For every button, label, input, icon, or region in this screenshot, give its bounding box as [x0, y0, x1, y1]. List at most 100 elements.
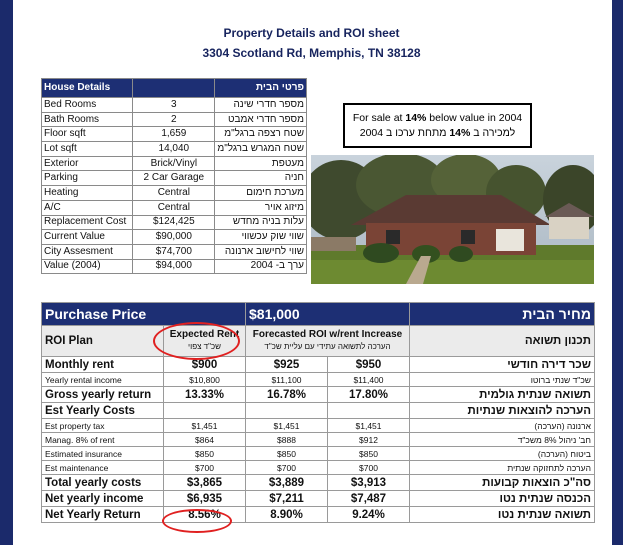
- house-details-label: Bath Rooms: [40, 111, 134, 128]
- house-details-row: Exterior Brick/Vinyl מעטפת: [40, 155, 307, 172]
- house-details-value: $94,000: [132, 258, 216, 275]
- house-details-he: מיזוג אויר: [214, 199, 307, 216]
- house-details-label: Floor sqft: [40, 126, 134, 143]
- roi-v1: 8.56%: [163, 506, 246, 523]
- roi-he: ארנונה (הערכה): [409, 418, 595, 433]
- left-border: [0, 0, 13, 545]
- roi-label: Est maintenance: [41, 460, 164, 475]
- roi-label: Total yearly costs: [41, 474, 164, 491]
- house-details-he: מספר חדרי אמבט: [214, 111, 307, 128]
- roi-v2: $7,211: [245, 490, 328, 507]
- roi-row: Total yearly costs $3,865 $3,889 $3,913 סה"כ…: [41, 474, 595, 491]
- for-sale-box: For sale at 14% below value in 2004 למכי…: [343, 103, 532, 148]
- house-details-row: Heating Central מערכת חימום: [40, 185, 307, 201]
- roi-he: תשואה שנתית גולמית: [409, 386, 595, 403]
- roi-label: Gross yearly return: [41, 386, 164, 403]
- forecast-he: הערכה לתשואה עתידי עם עליית שכ"ד: [264, 342, 391, 351]
- house-details-row: Floor sqft 1,659 שטח רצפה ברגל"מ: [40, 126, 307, 143]
- house-details-row: Replacement Cost $124,425 עלות בניה מחדש: [40, 214, 307, 231]
- roi-v3: [327, 402, 410, 419]
- house-details-label: Lot sqft: [40, 141, 134, 157]
- roi-he: תשואה שנתית נטו: [409, 506, 595, 523]
- roi-he: הכנסה שנתית נטו: [409, 490, 595, 507]
- roi-label: Net yearly income: [41, 490, 164, 507]
- house-details-value: $124,425: [132, 214, 216, 231]
- roi-v1: $10,800: [163, 372, 246, 387]
- house-details-he: מערכת חימום: [214, 185, 307, 201]
- house-details-he: שטח רצפה ברגל"מ: [214, 126, 307, 143]
- roi-row: Est property tax $1,451 $1,451 $1,451 ארנונה…: [41, 418, 595, 433]
- house-photo: [311, 155, 594, 284]
- house-details-value: 3: [132, 97, 216, 113]
- roi-he: ביטוח (הערכה): [409, 446, 595, 461]
- roi-label: Manag. 8% of rent: [41, 432, 164, 447]
- roi-he: חב' ניהול 8% משכ"ד: [409, 432, 595, 447]
- roi-v3: 17.80%: [327, 386, 410, 403]
- purchase-price-label: Purchase Price: [41, 302, 246, 326]
- house-details-label: Parking: [40, 170, 134, 187]
- roi-label: Monthly rent: [41, 356, 164, 373]
- house-details-row: City Assesment $74,700 שווי לחישוב ארנונה: [40, 243, 307, 260]
- roi-v3: $700: [327, 460, 410, 475]
- purchase-price-label-he: מחיר הבית: [409, 302, 595, 326]
- roi-label: Estimated insurance: [41, 446, 164, 461]
- roi-he: שכר דירה חודשי: [409, 356, 595, 373]
- house-details-value: $74,700: [132, 243, 216, 260]
- roi-row: Est maintenance $700 $700 $700 הערכה לתחזוקה…: [41, 460, 595, 475]
- roi-v3: $11,400: [327, 372, 410, 387]
- house-details-label: Value (2004): [40, 258, 134, 275]
- right-border: [612, 0, 623, 545]
- for-sale-en-post: below value in 2004: [426, 112, 523, 124]
- roi-v1: $850: [163, 446, 246, 461]
- house-details-header-spacer: [132, 78, 216, 98]
- roi-v3: $3,913: [327, 474, 410, 491]
- house-details-label: Replacement Cost: [40, 214, 134, 231]
- purchase-table: Purchase Price $81,000 מחיר הבית ROI Pla…: [41, 302, 595, 523]
- house-details-header-en: House Details: [40, 78, 134, 98]
- roi-v2: $11,100: [245, 372, 328, 387]
- roi-v2: 16.78%: [245, 386, 328, 403]
- house-details-label: Heating: [40, 185, 134, 201]
- roi-row: Yearly rental income $10,800 $11,100 $11,40…: [41, 372, 595, 387]
- roi-label: Est property tax: [41, 418, 164, 433]
- roi-v2: $925: [245, 356, 328, 373]
- roi-row: Est Yearly Costs הערכה להוצאות שנתיות: [41, 402, 595, 419]
- roi-he: הערכה להוצאות שנתיות: [409, 402, 595, 419]
- house-photo-drawing: [311, 155, 594, 284]
- roi-v3: $1,451: [327, 418, 410, 433]
- house-details-row: Bed Rooms 3 מספר חדרי שינה: [40, 97, 307, 113]
- roi-row: Estimated insurance $850 $850 $850 ביטוח (הע…: [41, 446, 595, 461]
- house-details-row: A/C Central מיזוג אויר: [40, 199, 307, 216]
- house-details-he: עלות בניה מחדש: [214, 214, 307, 231]
- roi-plan-label-he: תכנון תשואה: [409, 325, 595, 357]
- house-details-value: Brick/Vinyl: [132, 155, 216, 172]
- house-details-he: חניה: [214, 170, 307, 187]
- house-details-value: $90,000: [132, 229, 216, 245]
- for-sale-en: For sale at 14% below value in 2004: [345, 111, 530, 126]
- roi-row: Gross yearly return 13.33% 16.78% 17.80% תשו…: [41, 386, 595, 403]
- for-sale-en-pre: For sale at: [352, 112, 406, 124]
- house-details-row: Parking 2 Car Garage חניה: [40, 170, 307, 187]
- forecast-en: Forecasted ROI w/rent Increase: [252, 329, 403, 340]
- roi-v2: $3,889: [245, 474, 328, 491]
- house-details-row: Bath Rooms 2 מספר חדרי אמבט: [40, 111, 307, 128]
- roi-v1: $1,451: [163, 418, 246, 433]
- for-sale-he-pre: למכירה ב: [470, 127, 516, 139]
- house-details-value: 14,040: [132, 141, 216, 157]
- for-sale-he-pct: 14%: [449, 127, 471, 139]
- house-details-row: Current Value $90,000 שווי שוק עכשווי: [40, 229, 307, 245]
- roi-v2: $1,451: [245, 418, 328, 433]
- house-details-value: Central: [132, 199, 216, 216]
- house-details-label: Current Value: [40, 229, 134, 245]
- roi-v3: $950: [327, 356, 410, 373]
- house-details-label: City Assesment: [40, 243, 134, 260]
- roi-row: Manag. 8% of rent $864 $888 $912 חב' ניהול 8…: [41, 432, 595, 447]
- house-details-value: 2 Car Garage: [132, 170, 216, 187]
- house-details-label: A/C: [40, 199, 134, 216]
- for-sale-he-post: מתחת ערכו ב 2004: [359, 127, 450, 139]
- roi-v2: $700: [245, 460, 328, 475]
- house-details-he: ערך ב- 2004: [214, 258, 307, 275]
- house-details-row: Value (2004) $94,000 ערך ב- 2004: [40, 258, 307, 275]
- roi-row: Net yearly income $6,935 $7,211 $7,487 הכנסה…: [41, 490, 595, 507]
